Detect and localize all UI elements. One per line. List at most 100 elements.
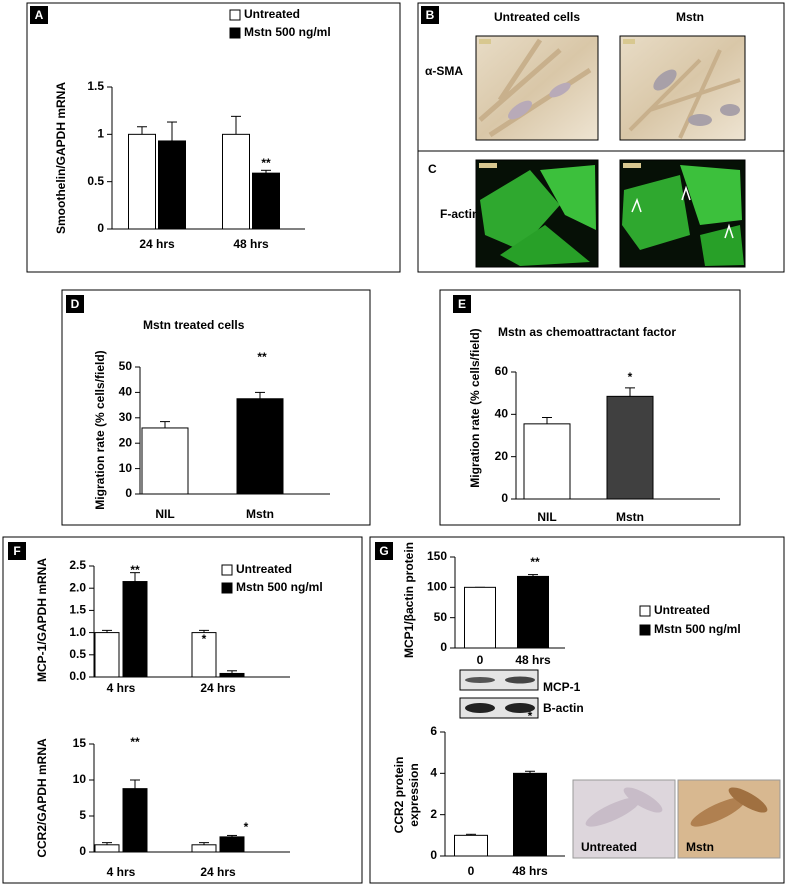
panel-frame: [369, 536, 785, 884]
bar: [454, 834, 488, 857]
bar: [191, 632, 217, 678]
y-tick-label: 0.5: [69, 647, 86, 661]
x-tick-label: 0: [468, 864, 475, 878]
y-tick-label: 1: [97, 127, 104, 141]
annotation: *: [528, 709, 533, 723]
y-tick-label: 10: [119, 461, 133, 475]
bar: [158, 140, 186, 230]
row-label: α-SMA: [425, 64, 463, 78]
panel-frame: [61, 289, 371, 526]
y-tick-label: 1.5: [87, 79, 104, 93]
annotation: **: [130, 735, 140, 749]
y-tick-label: 1.0: [69, 625, 86, 639]
legend-swatch: [229, 9, 241, 21]
legend-swatch: [221, 582, 233, 594]
x-tick-label: NIL: [537, 510, 556, 524]
y-tick-label: 20: [119, 435, 133, 449]
blot: [459, 669, 539, 691]
micrograph: [619, 159, 746, 268]
panel-frame: [26, 2, 401, 273]
cell: [623, 787, 663, 813]
bar: [252, 172, 280, 230]
bar: [128, 133, 156, 230]
x-tick-label: 48 hrs: [233, 237, 269, 251]
y-tick-label: 2: [430, 807, 437, 821]
y-tick-label: 0: [97, 221, 104, 235]
y-tick-label: 2.5: [69, 558, 86, 572]
blot-label: B-actin: [543, 701, 584, 715]
bar: [141, 427, 189, 495]
y-tick-label: 15: [73, 736, 87, 750]
blot-label: MCP-1: [543, 680, 581, 694]
y-tick-label: 100: [427, 580, 447, 594]
y-tick-label: 1.5: [69, 603, 86, 617]
panel-label: A: [35, 8, 44, 22]
x-tick-label: 0: [477, 653, 484, 667]
annotation: *: [244, 820, 249, 834]
legend-swatch: [639, 605, 651, 617]
bar: [513, 772, 547, 857]
legend-label: Untreated: [236, 562, 292, 576]
y-tick-label: 50: [434, 610, 448, 624]
y-tick-label: 0: [430, 848, 437, 862]
panel-label: F: [13, 544, 20, 558]
micrograph: [475, 35, 599, 141]
y-axis-label: CCR2/GAPDH mRNA: [35, 738, 49, 858]
image-label: Mstn: [686, 840, 714, 854]
blot-band: [465, 677, 495, 683]
annotation: **: [530, 555, 540, 569]
row-label: F-actin: [440, 207, 479, 221]
y-tick-label: 0: [79, 844, 86, 858]
bar: [219, 672, 245, 678]
x-tick-label: 4 hrs: [107, 681, 136, 695]
y-tick-label: 10: [73, 772, 87, 786]
image-label: Untreated: [581, 840, 637, 854]
legend-label: Mstn 500 ng/ml: [654, 622, 741, 636]
cell: [585, 797, 641, 827]
y-tick-label: 40: [119, 385, 133, 399]
cell: [728, 787, 768, 813]
bar: [94, 844, 120, 853]
panel-label: G: [379, 544, 388, 558]
y-tick-label: 0: [440, 640, 447, 654]
x-tick-label: 24 hrs: [200, 681, 236, 695]
chart-title: Mstn as chemoattractant factor: [498, 325, 676, 339]
y-tick-label: 60: [495, 364, 509, 378]
y-tick-label: 20: [495, 449, 509, 463]
annotation: **: [261, 156, 271, 170]
panel-label-box: [30, 6, 48, 24]
chart-title: Mstn treated cells: [143, 318, 245, 332]
y-tick-label: 40: [495, 407, 509, 421]
panel-label: B: [426, 8, 435, 22]
x-tick-label: 48 hrs: [512, 864, 548, 878]
y-axis-label: Smoothelin/GAPDH mRNA: [54, 82, 68, 234]
micrograph: [475, 159, 599, 268]
y-tick-label: 0.0: [69, 669, 86, 683]
y-tick-label: 30: [119, 410, 133, 424]
panel-label-box: [375, 542, 393, 560]
panel-label-box: [66, 295, 84, 313]
y-tick-label: 150: [427, 549, 447, 563]
x-tick-label: NIL: [155, 507, 174, 521]
blot-band: [505, 703, 535, 713]
bar: [122, 581, 148, 678]
y-tick-label: 0: [125, 486, 132, 500]
y-tick-label: 0: [501, 491, 508, 505]
legend-label: Mstn 500 ng/ml: [244, 25, 331, 39]
bar: [517, 575, 549, 649]
blot: [459, 697, 539, 719]
panel-label: C: [428, 162, 437, 176]
y-axis-label: Migration rate (% cells/field): [93, 350, 107, 509]
y-tick-label: 4: [430, 766, 437, 780]
x-tick-label: 24 hrs: [139, 237, 175, 251]
y-tick-label: 50: [119, 359, 133, 373]
legend-swatch: [639, 624, 651, 636]
cell: [690, 797, 746, 827]
y-axis-label: CCR2 protein: [392, 757, 406, 834]
x-tick-label: 4 hrs: [107, 865, 136, 879]
x-tick-label: Mstn: [616, 510, 644, 524]
annotation: *: [628, 370, 633, 384]
bar: [236, 398, 284, 495]
y-axis-label: MCP-1/GAPDH mRNA: [35, 558, 49, 682]
legend-label: Untreated: [654, 603, 710, 617]
